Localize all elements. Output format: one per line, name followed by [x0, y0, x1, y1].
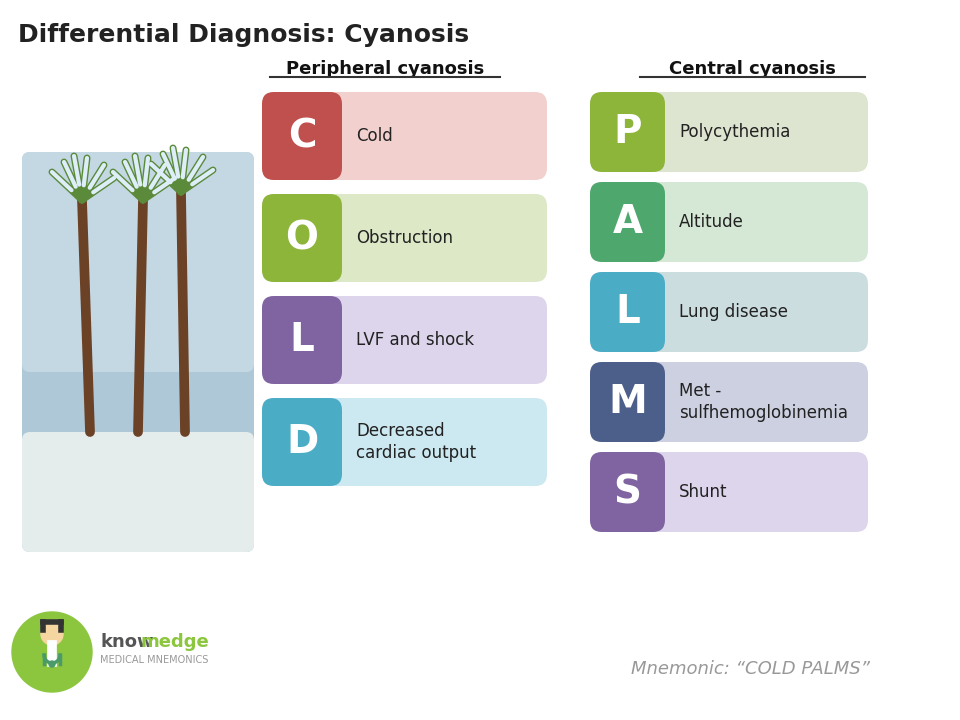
FancyBboxPatch shape	[590, 182, 868, 262]
FancyBboxPatch shape	[590, 92, 665, 172]
Text: S: S	[613, 473, 641, 511]
Text: Central cyanosis: Central cyanosis	[668, 60, 835, 78]
Circle shape	[49, 661, 55, 667]
Text: MEDICAL MNEMONICS: MEDICAL MNEMONICS	[100, 655, 208, 665]
FancyBboxPatch shape	[590, 272, 868, 352]
Circle shape	[41, 623, 63, 645]
Text: Shunt: Shunt	[679, 483, 728, 501]
Text: Peripheral cyanosis: Peripheral cyanosis	[286, 60, 484, 78]
Text: A: A	[612, 203, 642, 241]
Text: L: L	[290, 321, 315, 359]
FancyBboxPatch shape	[262, 194, 342, 282]
FancyBboxPatch shape	[22, 432, 254, 552]
Text: Obstruction: Obstruction	[356, 229, 453, 247]
FancyBboxPatch shape	[590, 272, 665, 352]
Text: Cold: Cold	[356, 127, 393, 145]
FancyBboxPatch shape	[590, 92, 868, 172]
Text: Lung disease: Lung disease	[679, 303, 788, 321]
Circle shape	[12, 612, 92, 692]
Text: O: O	[285, 219, 319, 257]
Text: know: know	[100, 633, 154, 651]
FancyBboxPatch shape	[590, 182, 665, 262]
Text: Differential Diagnosis: Cyanosis: Differential Diagnosis: Cyanosis	[18, 23, 469, 47]
Text: Met -
sulfhemoglobinemia: Met - sulfhemoglobinemia	[679, 382, 848, 423]
FancyBboxPatch shape	[262, 194, 547, 282]
FancyBboxPatch shape	[590, 362, 868, 442]
FancyBboxPatch shape	[22, 152, 254, 552]
FancyBboxPatch shape	[262, 92, 342, 180]
Text: Polycythemia: Polycythemia	[679, 123, 790, 141]
FancyBboxPatch shape	[262, 296, 342, 384]
FancyBboxPatch shape	[262, 398, 342, 486]
Text: P: P	[613, 113, 641, 151]
Text: LVF and shock: LVF and shock	[356, 331, 474, 349]
FancyBboxPatch shape	[262, 92, 547, 180]
FancyBboxPatch shape	[590, 452, 868, 532]
Text: Decreased
cardiac output: Decreased cardiac output	[356, 421, 476, 462]
FancyBboxPatch shape	[262, 296, 547, 384]
FancyBboxPatch shape	[262, 398, 547, 486]
FancyBboxPatch shape	[22, 152, 254, 372]
FancyBboxPatch shape	[590, 362, 665, 442]
Text: L: L	[615, 293, 640, 331]
Text: M: M	[608, 383, 647, 421]
Text: C: C	[288, 117, 316, 155]
FancyBboxPatch shape	[590, 452, 665, 532]
Text: medge: medge	[141, 633, 209, 651]
Text: D: D	[286, 423, 318, 461]
Text: Mnemonic: “COLD PALMS”: Mnemonic: “COLD PALMS”	[631, 660, 870, 678]
Text: Altitude: Altitude	[679, 213, 744, 231]
